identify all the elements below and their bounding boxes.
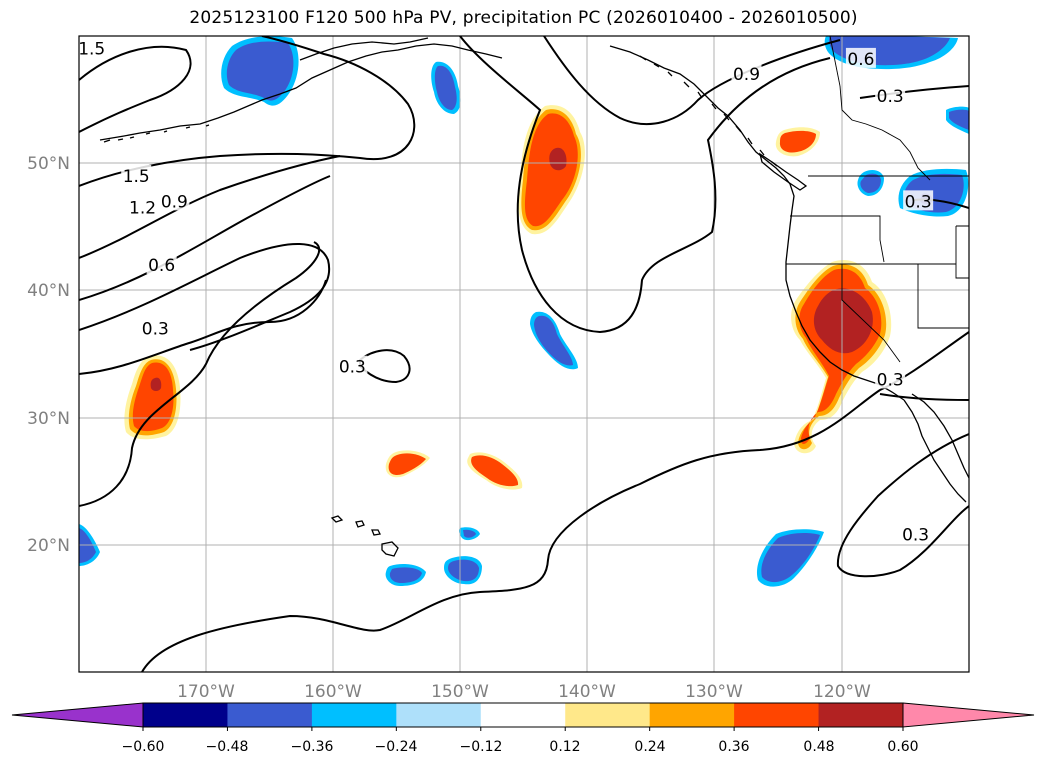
lon-label-170w: 170°W [177,682,235,702]
pv-contour-0.3-ne [859,85,969,99]
colorbar: −0.60 −0.48 −0.36 −0.24 −0.12 0.12 0.24 … [11,702,1035,755]
lon-label-140w: 140°W [558,682,616,702]
precip-blob-neg-hawaii-west [385,564,426,586]
contour-label: 0.6 [847,50,874,70]
contour-label-bg [900,523,931,544]
contour-label: 0.6 [148,256,175,276]
colorbar-cell [818,703,904,727]
contour-labels: 1.51.51.2 0.90.60.30.30.90.60.30.30.30.3 [78,37,934,546]
lat-axis-labels: 50°N 40°N 30°N 20°N [27,154,70,556]
colorbar-tick-label: 0.60 [887,739,918,755]
contour-label-bg [337,355,368,376]
contour-label: 0.3 [902,526,929,546]
precip-blob-neg-hawaii-east [444,527,482,585]
pv-contour-1.2 [79,155,341,259]
colorbar-cell [143,703,228,727]
precip-blob-neg-gulf-alaska [431,61,461,114]
contour-label-bg [146,253,177,274]
precip-blob-neg-central [530,311,578,370]
pv-contour-1.5-top [79,45,192,133]
precip-blob-neg-east-edge [946,106,969,134]
pv-contour-0.3-south [141,331,969,672]
colorbar-tick-label: 0.36 [718,739,749,755]
lon-label-150w: 150°W [431,682,489,702]
pv-contours [79,36,969,672]
contour-label-bg [121,164,152,185]
contour-label: 1.5 [78,40,105,60]
contour-label-bg [79,37,107,58]
pv-contour-0.6 [79,242,331,351]
map-frame [78,35,970,673]
lat-label-20n: 20°N [27,536,70,556]
precip-blob-pos-hawaii-east [467,452,523,490]
colorbar-tick-label: −0.12 [460,739,503,755]
colorbar-cell [311,703,397,727]
colorbar-tick-label: −0.24 [375,739,418,755]
colorbar-tick-label: 0.12 [549,739,580,755]
colorbar-cell [227,703,313,727]
contour-label-bg [127,196,158,217]
contour-label-bg [140,317,171,338]
lon-label-160w: 160°W [304,682,362,702]
contour-label-bg [731,63,762,84]
contour-label: 0.3 [905,192,932,212]
borders [786,36,969,363]
colorbar-tick-label: −0.36 [291,739,334,755]
pv-contour-0.3b [79,241,321,507]
colorbar-tick-label: −0.48 [206,739,249,755]
colorbar-cell [396,703,482,727]
colorbar-extend-high [902,702,1035,728]
map-title: 2025123100 F120 500 hPa PV, precipitatio… [189,8,858,28]
precip-blob-pos-hawaii-west [385,450,430,478]
contour-label-bg [875,368,906,389]
contour-label: 0.9 [733,65,760,85]
pv-contour-1.5 [79,36,416,187]
graticule [79,36,969,672]
coastlines [99,37,969,557]
colorbar-tick-label: 0.24 [634,739,665,755]
colorbar-frame [142,702,904,728]
pv-contour-0.6-east [543,36,841,126]
lon-label-120w: 120°W [813,682,871,702]
pv-contour-0.3-closed [359,349,411,384]
contour-label-bg [875,84,906,105]
contour-label: 1.2 [129,199,156,219]
lat-label-40n: 40°N [27,281,70,301]
colorbar-extend-low [11,702,144,728]
contour-label: 1.5 [123,167,150,187]
colorbar-tick-label: 0.48 [803,739,834,755]
precip-shading [79,36,969,587]
contour-label: 0.3 [877,87,904,107]
precip-blob-pos-california [791,260,892,454]
colorbar-cell [734,703,820,727]
lat-label-30n: 30°N [27,409,70,429]
precip-blob-neg-aleutian [221,36,299,106]
contour-label: 0.3 [339,358,366,378]
contour-label: 0.3 [877,370,904,390]
pv-contour-0.9 [79,175,331,301]
colorbar-tick-label: −0.60 [122,739,165,755]
precip-blob-neg-montana [857,170,884,196]
lat-label-50n: 50°N [27,154,70,174]
pv-contour-0.3a [79,279,327,375]
pv-contour-0.3-baja [879,393,969,401]
contour-label-bg [845,47,876,68]
contour-label: 0.9 [161,192,188,212]
contour-label: 0.3 [142,320,169,340]
contour-label-bg [903,190,934,211]
contour-label-bg [159,190,190,211]
precip-blob-pos-north-pacific [518,105,585,235]
pv-contour-0.3-se [836,433,969,578]
lon-axis-labels: 170°W 160°W 150°W 140°W 130°W 120°W [177,682,871,702]
colorbar-cell [565,703,651,727]
pv-contour-0.9-east [459,36,831,334]
colorbar-cell [649,703,735,727]
colorbar-cell [480,703,566,727]
precip-blob-pos-bc-coast [775,127,820,157]
lon-label-130w: 130°W [685,682,743,702]
